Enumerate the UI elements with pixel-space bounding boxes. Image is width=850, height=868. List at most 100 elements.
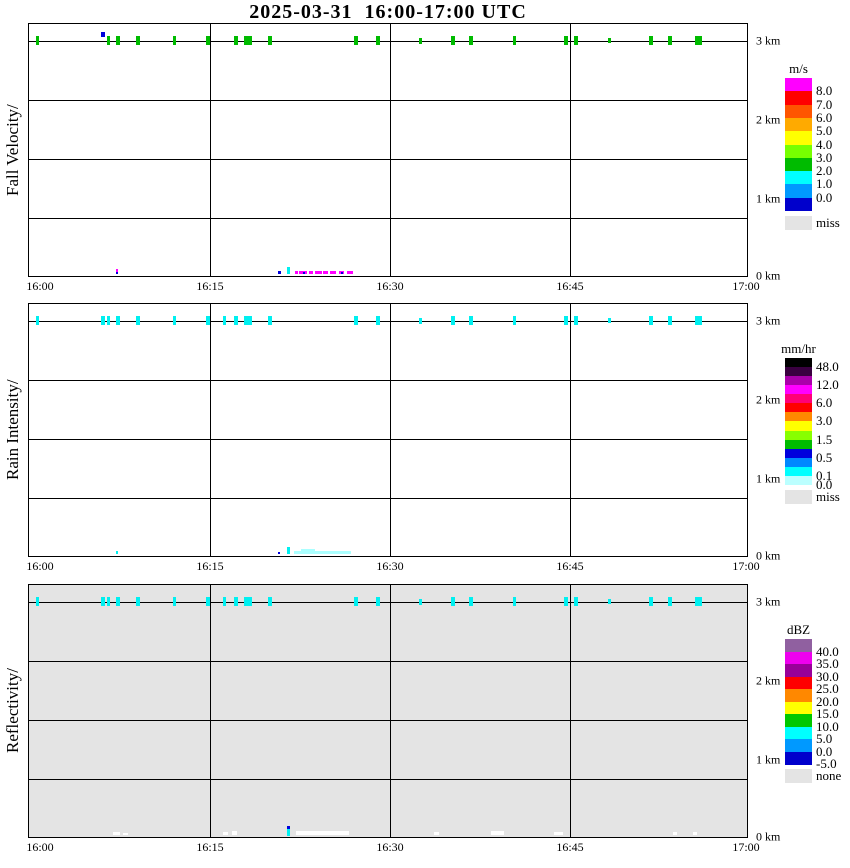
legend-label: 6.0 — [816, 395, 833, 411]
data-mark — [116, 269, 118, 272]
data-mark — [434, 832, 439, 835]
legend-title: dBZ — [786, 622, 811, 637]
y-axis-label-reflectivity: Reflectivity/ — [3, 668, 22, 754]
height-tick-label: 1 km — [756, 191, 781, 206]
data-mark — [649, 316, 653, 325]
data-mark — [101, 32, 105, 37]
data-mark — [101, 597, 105, 606]
legend-color-block — [785, 367, 812, 377]
data-mark — [469, 36, 473, 45]
gridline-horizontal — [29, 779, 747, 780]
data-mark — [513, 316, 516, 325]
data-mark — [451, 597, 455, 606]
legend-color-block — [785, 466, 812, 477]
legend-label: 6.0 — [816, 109, 833, 125]
time-tick-label: 16:45 — [556, 559, 584, 573]
legend-label: 3.0 — [816, 413, 833, 429]
height-tick-label: 3 km — [756, 313, 781, 328]
legend-color-block — [785, 385, 812, 395]
data-mark — [244, 597, 252, 606]
data-mark — [323, 271, 328, 274]
time-tick-label: 16:15 — [196, 559, 224, 573]
data-mark — [278, 271, 281, 274]
data-mark — [376, 36, 380, 45]
gridline-3km — [29, 602, 747, 603]
data-mark — [608, 318, 611, 323]
time-tick-label: 16:00 — [26, 279, 54, 293]
data-mark — [513, 597, 516, 606]
legend-color-block — [785, 197, 812, 212]
data-mark — [295, 271, 298, 274]
legend-missing-label: miss — [816, 215, 840, 230]
height-tick-label: 2 km — [756, 112, 781, 127]
legend-label: 8.0 — [816, 83, 833, 99]
chart-title: 2025-03-31 16:00-17:00 UTC — [249, 1, 527, 23]
legend-color-block — [785, 726, 812, 740]
data-mark — [695, 597, 702, 606]
data-mark — [173, 316, 176, 325]
legend-label: 0.0 — [816, 476, 833, 492]
data-mark — [287, 828, 290, 836]
data-mark — [469, 597, 473, 606]
data-mark — [296, 831, 349, 835]
data-mark — [223, 597, 226, 606]
data-mark — [554, 832, 563, 835]
legend-label: 30.0 — [816, 668, 839, 684]
legend-color-block — [785, 448, 812, 459]
legend-color-block — [785, 358, 812, 368]
reflectivity-panel — [28, 584, 748, 838]
gridline-vertical — [390, 304, 391, 556]
legend-label: 25.0 — [816, 681, 839, 696]
legend-color-block — [785, 131, 812, 145]
data-mark — [608, 38, 611, 43]
data-mark — [347, 271, 353, 274]
legend-color-block — [785, 144, 812, 159]
data-mark — [287, 826, 290, 829]
gridline-vertical — [390, 24, 391, 276]
legend-label: 15.0 — [816, 706, 839, 721]
legend-label: -5.0 — [816, 756, 837, 771]
legend-color-block — [785, 457, 812, 468]
legend-color-block — [785, 714, 812, 727]
legend-color-block — [785, 689, 812, 702]
legend-color-block — [785, 430, 812, 441]
gridline-vertical — [390, 585, 391, 837]
data-mark — [244, 316, 252, 325]
gridline-horizontal — [29, 661, 747, 662]
time-tick-label: 16:30 — [376, 279, 404, 293]
gridline-vertical — [570, 24, 571, 276]
gridline-vertical — [210, 24, 211, 276]
legend-color-block — [785, 394, 812, 404]
data-mark — [173, 36, 176, 45]
legend-color-block — [785, 739, 812, 752]
data-mark — [136, 597, 140, 606]
legend-missing-label: miss — [816, 488, 840, 504]
data-mark — [268, 36, 272, 45]
data-mark — [206, 36, 210, 45]
legend-label: 4.0 — [816, 136, 833, 152]
fall-velocity-panel — [28, 23, 748, 277]
data-mark — [376, 597, 380, 606]
gridline-vertical — [570, 304, 571, 556]
data-mark — [36, 597, 39, 606]
height-tick-label: 0 km — [756, 268, 781, 283]
legend-color-block — [785, 439, 812, 450]
legend-color-block — [785, 676, 812, 690]
data-mark — [341, 272, 343, 274]
legend-color-block — [785, 117, 812, 132]
data-mark — [491, 831, 504, 835]
time-tick-label: 16:15 — [196, 840, 224, 854]
data-mark — [354, 316, 358, 325]
legend-label: 2.0 — [816, 163, 833, 179]
data-mark — [695, 36, 702, 45]
legend-label: 20.0 — [816, 693, 839, 709]
gridline-horizontal — [29, 218, 747, 219]
data-mark — [668, 597, 672, 606]
gridline-horizontal — [29, 720, 747, 721]
gridline-horizontal — [29, 498, 747, 499]
data-mark — [223, 316, 226, 325]
data-mark — [451, 316, 455, 325]
legend-label: 5.0 — [816, 731, 833, 746]
gridline-vertical — [570, 585, 571, 837]
data-mark — [116, 36, 120, 45]
